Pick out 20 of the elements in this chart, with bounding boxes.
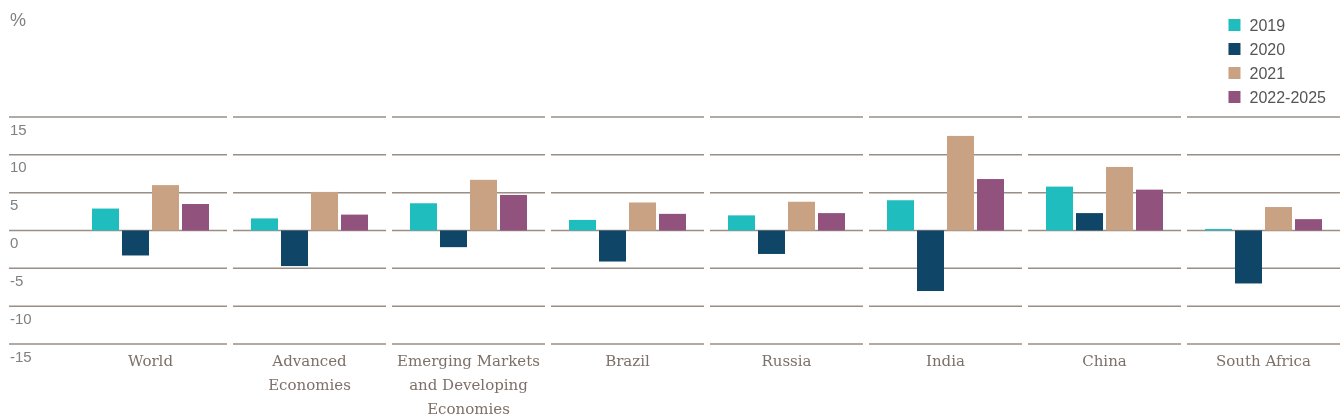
x-tick-label: Brazil (605, 352, 651, 370)
legend-label: 2019 (1249, 16, 1286, 34)
y-tick-label: 5 (10, 196, 19, 214)
y-axis-title: % (10, 10, 27, 30)
x-tick-label: Russia (761, 352, 812, 370)
legend-label: 2020 (1249, 40, 1286, 58)
legend-label: 2021 (1249, 64, 1286, 82)
y-tick-label: 0 (10, 234, 19, 251)
x-tick-label: World (128, 352, 174, 370)
x-tick-label: Emerging Markets and Developing Economies (397, 352, 540, 418)
x-tick-label: India (926, 352, 966, 370)
x-tick-label: Advanced Economies (268, 352, 351, 394)
y-tick-label: 15 (10, 120, 27, 138)
y-tick-label: -10 (10, 309, 32, 327)
y-tick-label: -15 (10, 347, 32, 365)
x-tick-label: South Africa (1216, 352, 1311, 370)
y-tick-label: 10 (10, 158, 27, 176)
y-tick-label: -5 (10, 271, 24, 289)
legend-label: 2022-2025 (1249, 88, 1327, 106)
x-tick-label: China (1082, 352, 1127, 370)
